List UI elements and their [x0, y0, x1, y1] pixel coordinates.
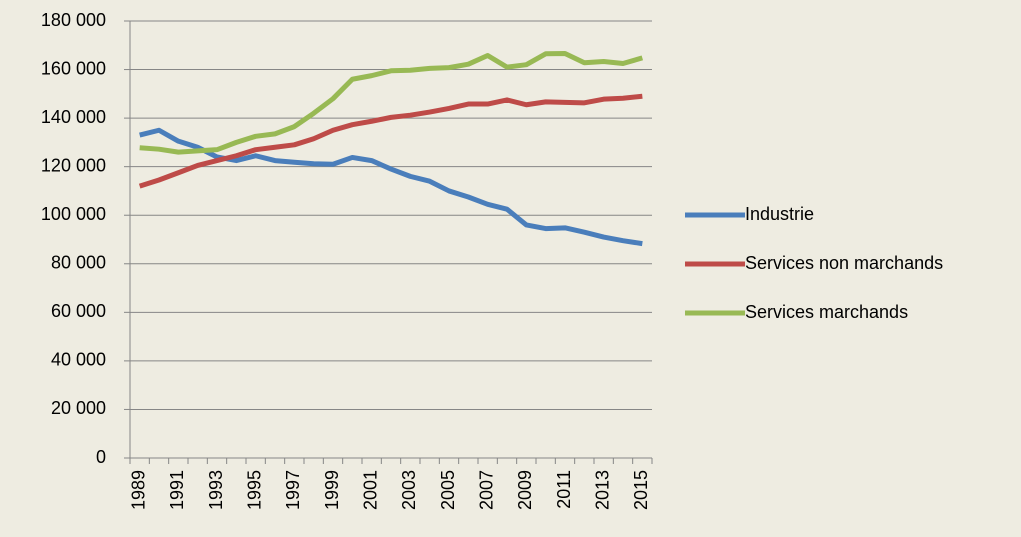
x-tick-label: 1993	[206, 470, 226, 510]
legend-label: Services non marchands	[745, 253, 943, 273]
x-tick-label: 2013	[592, 470, 612, 510]
y-tick-label: 60 000	[51, 301, 106, 321]
y-tick-label: 40 000	[51, 350, 106, 370]
legend-label: Industrie	[745, 204, 814, 224]
x-tick-label: 1995	[244, 470, 264, 510]
x-tick-label: 2015	[631, 470, 651, 510]
y-tick-label: 120 000	[41, 155, 106, 175]
y-tick-label: 180 000	[41, 10, 106, 30]
line-series	[139, 127, 643, 247]
x-tick-label: 2005	[438, 470, 458, 510]
y-tick-label: 20 000	[51, 398, 106, 418]
x-tick-label: 2007	[476, 470, 496, 510]
x-tick-label: 2003	[399, 470, 419, 510]
y-tick-label: 100 000	[41, 204, 106, 224]
x-tick-label: 1991	[167, 470, 187, 510]
line-series	[139, 51, 644, 155]
y-tick-label: 80 000	[51, 253, 106, 273]
x-tick-label: 1999	[322, 470, 342, 510]
x-tick-label: 2009	[515, 470, 535, 510]
y-tick-label: 140 000	[41, 107, 106, 127]
x-tick-label: 2001	[360, 470, 380, 510]
x-tick-label: 2011	[554, 470, 574, 509]
y-tick-label: 0	[96, 447, 106, 467]
line-series	[138, 93, 643, 189]
y-tick-label: 160 000	[41, 58, 106, 78]
x-tick-label: 1997	[283, 470, 303, 510]
legend-label: Services marchands	[745, 302, 908, 322]
x-tick-label: 1989	[128, 470, 148, 510]
